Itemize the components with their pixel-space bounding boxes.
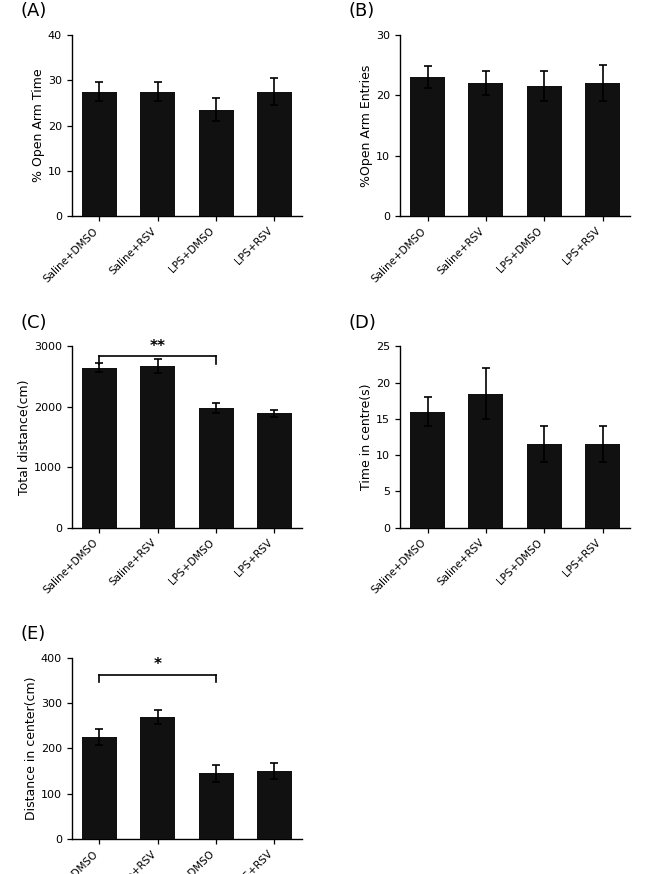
Bar [257, 92, 292, 216]
Bar [82, 368, 117, 528]
Bar [257, 413, 292, 528]
Bar [199, 773, 233, 839]
Bar [199, 408, 233, 528]
Bar [526, 444, 562, 528]
Bar [82, 737, 117, 839]
Bar [585, 444, 620, 528]
Y-axis label: %Open Arm Entries: %Open Arm Entries [360, 65, 373, 187]
Y-axis label: % Open Arm Time: % Open Arm Time [32, 69, 45, 183]
Bar [257, 771, 292, 839]
Bar [140, 92, 176, 216]
Bar [585, 83, 620, 216]
Y-axis label: Time in centre(s): Time in centre(s) [360, 384, 373, 490]
Y-axis label: Distance in center(cm): Distance in center(cm) [25, 676, 38, 820]
Y-axis label: Total distance(cm): Total distance(cm) [18, 379, 31, 495]
Text: (D): (D) [348, 314, 376, 332]
Bar [410, 77, 445, 216]
Bar [469, 393, 503, 528]
Bar [526, 87, 562, 216]
Bar [199, 109, 233, 216]
Text: (A): (A) [21, 3, 47, 20]
Bar [82, 92, 117, 216]
Text: *: * [154, 657, 162, 672]
Bar [140, 365, 176, 528]
Bar [469, 83, 503, 216]
Bar [140, 717, 176, 839]
Text: (C): (C) [21, 314, 47, 332]
Text: (E): (E) [21, 626, 46, 643]
Bar [410, 412, 445, 528]
Text: **: ** [150, 339, 166, 354]
Text: (B): (B) [348, 3, 375, 20]
